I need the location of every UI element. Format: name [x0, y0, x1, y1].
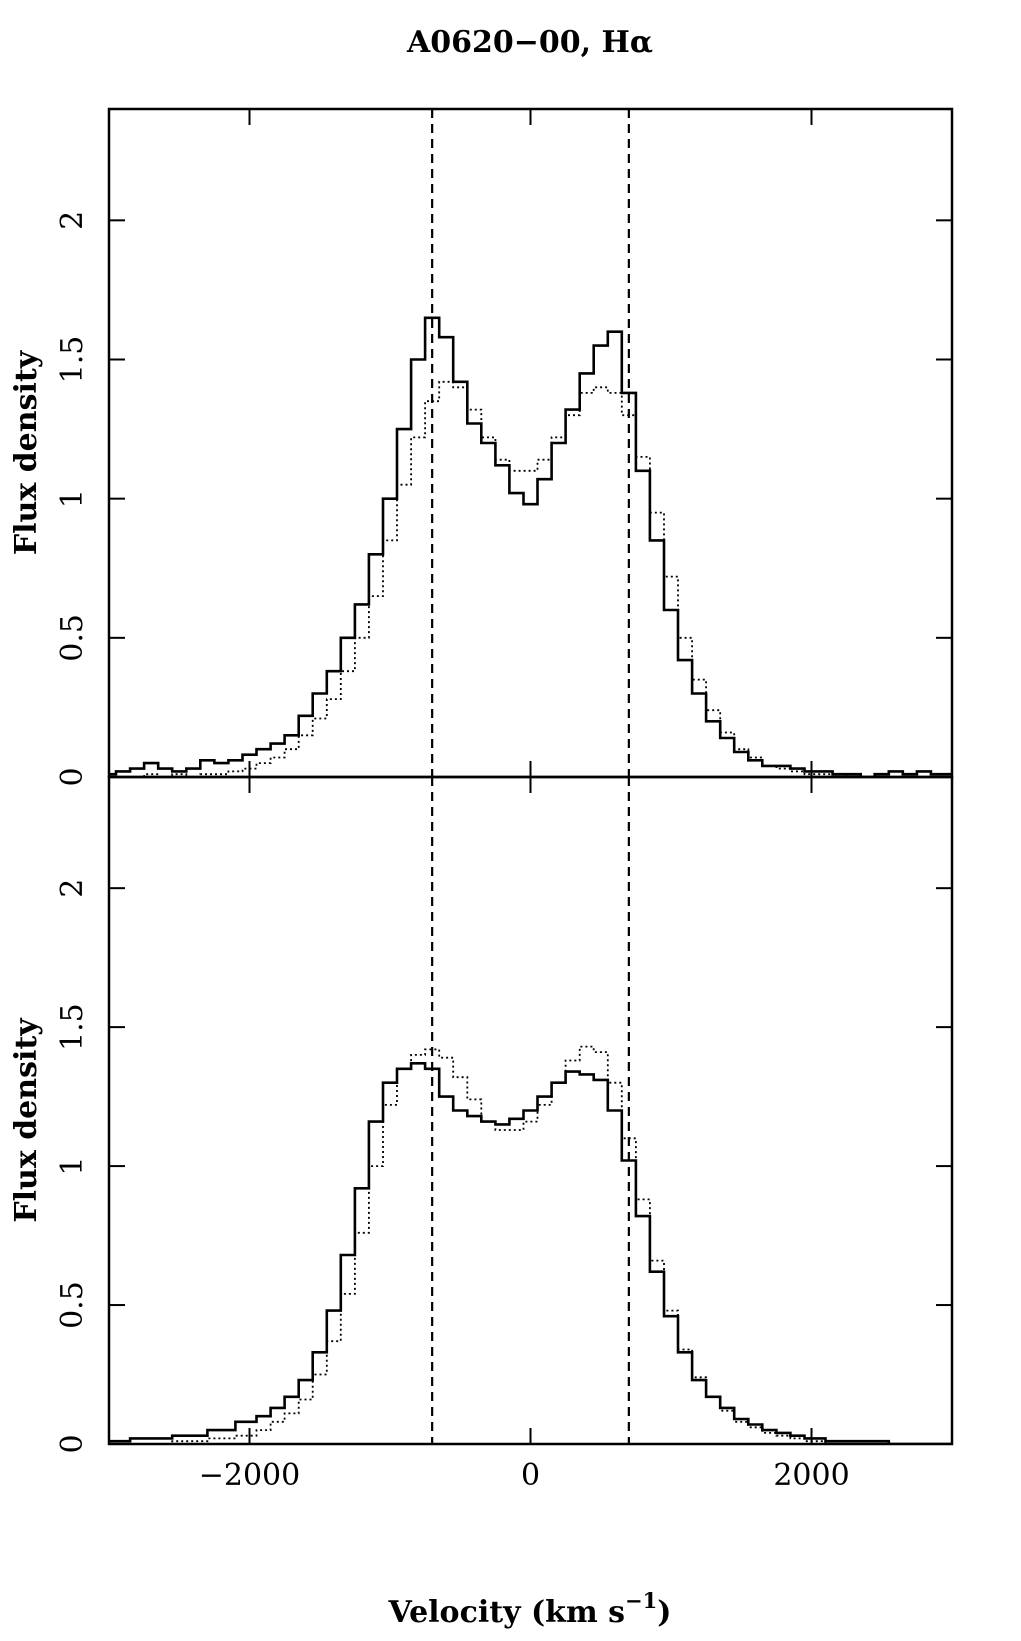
x-tick-label: −2000	[199, 1458, 300, 1493]
panel-top: 0 0.5 1 1.5 2 Flux density	[9, 107, 954, 787]
x-tick-labels: −2000 0 2000	[199, 1458, 850, 1493]
x-axis-label-main: Velocity (km s	[388, 1595, 625, 1630]
y-tick-label: 1.5	[55, 336, 90, 384]
y-tick-label: 1.5	[55, 1003, 90, 1051]
series-dotted	[109, 380, 952, 777]
y-axis-label: Flux density	[9, 349, 44, 555]
y-axis-label: Flux density	[9, 1017, 44, 1223]
y-tick-label: 0	[55, 1434, 90, 1453]
x-axis-label-close: )	[657, 1595, 671, 1630]
y-tick-label: 2	[55, 879, 90, 898]
y-tick-label: 0.5	[55, 614, 90, 662]
series-dotted	[109, 1045, 952, 1444]
plot-frame	[107, 107, 954, 779]
x-axis-label: Velocity (km s−1)	[388, 1588, 672, 1630]
chart-title: A0620−00, Hα	[406, 25, 653, 60]
y-tick-label: 2	[55, 211, 90, 230]
panel-bottom: 0 0.5 1 1.5 2 Flux density	[9, 775, 954, 1454]
y-tick-label: 0.5	[55, 1281, 90, 1329]
y-tick-label: 1	[55, 1157, 90, 1176]
y-tick-label: 1	[55, 489, 90, 508]
x-tick-label: 2000	[773, 1458, 849, 1493]
x-axis-label-exponent: −1	[625, 1588, 657, 1613]
series-solid	[109, 316, 952, 777]
x-tick-label: 0	[521, 1458, 540, 1493]
y-tick-label: 0	[55, 767, 90, 786]
series-solid	[109, 1062, 952, 1444]
